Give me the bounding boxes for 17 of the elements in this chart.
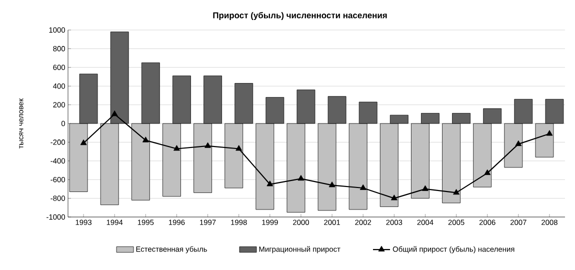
point	[142, 136, 149, 142]
point	[515, 140, 522, 146]
chart-title: Прирост (убыль) численности населения	[213, 12, 387, 20]
point	[484, 169, 491, 175]
point	[546, 130, 553, 136]
point	[390, 194, 398, 200]
point	[266, 180, 274, 186]
point	[298, 174, 304, 181]
point	[328, 182, 336, 188]
point	[204, 142, 212, 148]
point	[236, 145, 242, 151]
point	[174, 145, 180, 151]
point	[453, 189, 460, 195]
point	[111, 110, 118, 116]
point	[360, 184, 366, 190]
point	[80, 139, 87, 146]
point	[422, 185, 428, 191]
